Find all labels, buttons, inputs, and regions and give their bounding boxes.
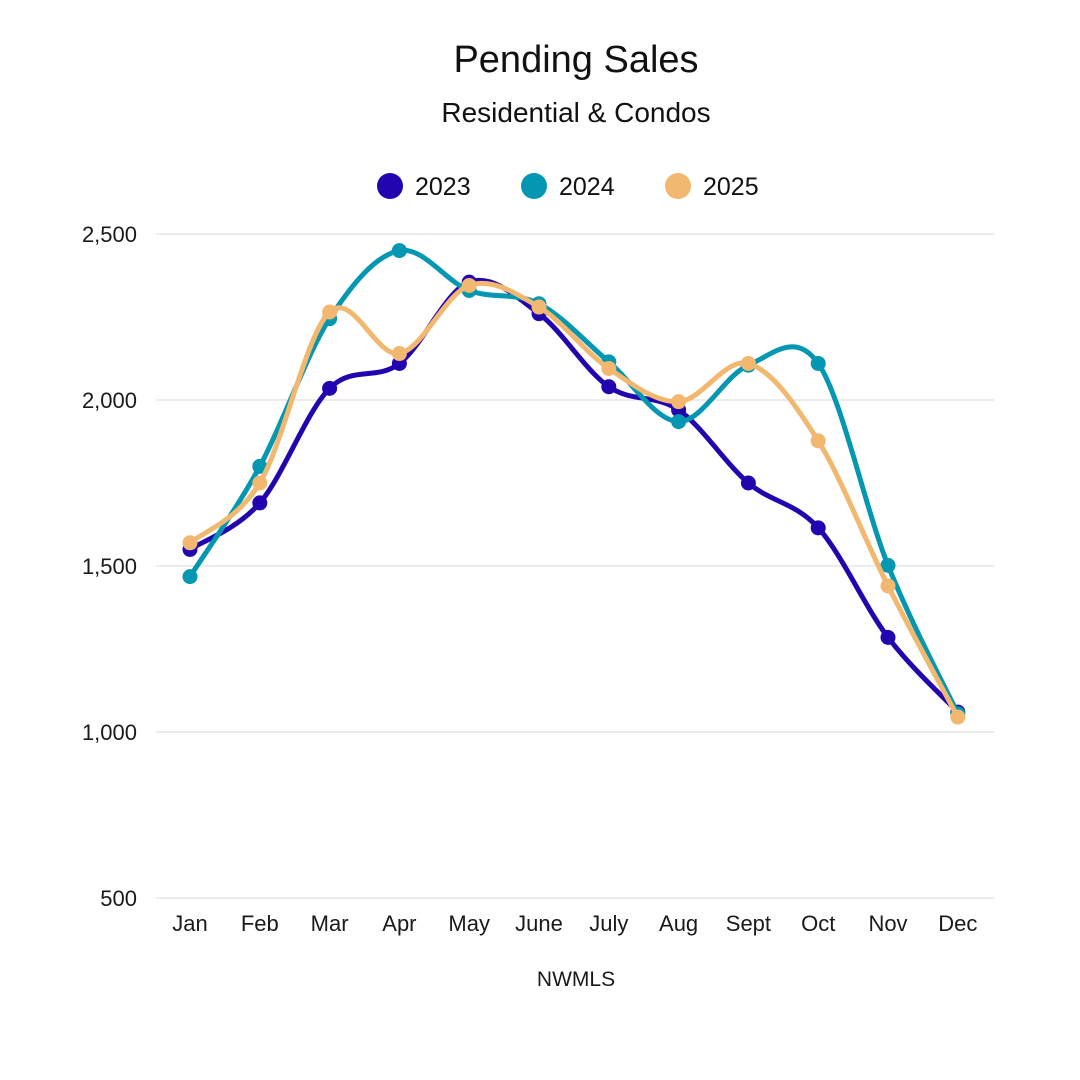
data-point-2025-sept[interactable] bbox=[740, 355, 756, 371]
chart-subtitle: Residential & Condos bbox=[441, 97, 710, 128]
data-point-2023-sept[interactable] bbox=[740, 475, 756, 491]
series-line-2023 bbox=[187, 278, 961, 715]
data-point-2025-june[interactable] bbox=[531, 299, 547, 315]
legend-label: 2025 bbox=[703, 173, 759, 201]
legend-swatch bbox=[665, 173, 691, 199]
x-tick-label: Sept bbox=[726, 911, 771, 936]
data-point-2025-may[interactable] bbox=[461, 277, 477, 293]
data-point-2025-july[interactable] bbox=[601, 360, 617, 376]
y-tick-label: 2,000 bbox=[82, 388, 137, 413]
data-point-2024-oct[interactable] bbox=[810, 355, 826, 371]
grid bbox=[156, 233, 994, 899]
legend-label: 2023 bbox=[415, 173, 471, 201]
series-2024 bbox=[182, 243, 966, 722]
data-point-2025-feb[interactable] bbox=[252, 475, 268, 491]
data-point-2023-oct[interactable] bbox=[810, 520, 826, 536]
y-tick-label: 1,000 bbox=[82, 720, 137, 745]
data-point-2023-july[interactable] bbox=[601, 379, 617, 395]
legend-item-2024[interactable]: 2024 bbox=[521, 173, 615, 201]
x-axis: Jan Feb Mar Apr May June July Aug Sept Oct Nov Dec bbox=[172, 911, 977, 936]
x-tick-label: June bbox=[515, 911, 563, 936]
x-tick-label: Jan bbox=[172, 911, 207, 936]
data-point-2024-jan[interactable] bbox=[182, 569, 198, 585]
y-tick-label: 2,500 bbox=[82, 222, 137, 247]
data-point-2024-nov[interactable] bbox=[880, 557, 896, 573]
y-tick-label: 1,500 bbox=[82, 554, 137, 579]
x-tick-label: Oct bbox=[801, 911, 835, 936]
series-line-2024 bbox=[187, 247, 961, 717]
chart-title: Pending Sales bbox=[453, 39, 698, 81]
x-tick-label: Dec bbox=[938, 911, 977, 936]
x-tick-label: July bbox=[589, 911, 628, 936]
data-point-2024-feb[interactable] bbox=[252, 458, 268, 474]
data-point-2025-mar[interactable] bbox=[322, 304, 338, 320]
legend-item-2023[interactable]: 2023 bbox=[377, 173, 471, 201]
x-tick-label: Aug bbox=[659, 911, 698, 936]
x-tick-label: Apr bbox=[382, 911, 416, 936]
legend-item-2025[interactable]: 2025 bbox=[665, 173, 759, 201]
legend: 2023 2024 2025 bbox=[377, 173, 759, 201]
legend-swatch bbox=[521, 173, 547, 199]
legend-swatch bbox=[377, 173, 403, 199]
y-axis: 500 1,000 1,500 2,000 2,500 bbox=[82, 222, 137, 911]
y-tick-label: 500 bbox=[100, 886, 137, 911]
data-point-2025-jan[interactable] bbox=[182, 535, 198, 551]
source-label: NWMLS bbox=[537, 968, 615, 991]
data-point-2024-aug[interactable] bbox=[671, 414, 687, 430]
x-tick-label: Feb bbox=[241, 911, 279, 936]
series-layer bbox=[182, 243, 966, 725]
data-point-2025-dec[interactable] bbox=[950, 709, 966, 725]
data-point-2024-apr[interactable] bbox=[391, 243, 407, 259]
legend-label: 2024 bbox=[559, 173, 615, 201]
data-point-2023-nov[interactable] bbox=[880, 629, 896, 645]
x-tick-label: Nov bbox=[868, 911, 907, 936]
data-point-2025-oct[interactable] bbox=[810, 433, 826, 449]
data-point-2025-aug[interactable] bbox=[671, 394, 687, 410]
x-tick-label: May bbox=[448, 911, 490, 936]
data-point-2025-nov[interactable] bbox=[880, 578, 896, 594]
x-tick-label: Mar bbox=[311, 911, 349, 936]
series-2025 bbox=[182, 277, 966, 725]
data-point-2023-feb[interactable] bbox=[252, 495, 268, 511]
data-point-2023-mar[interactable] bbox=[322, 380, 338, 396]
data-point-2025-apr[interactable] bbox=[391, 346, 407, 362]
series-line-2025 bbox=[187, 280, 961, 720]
